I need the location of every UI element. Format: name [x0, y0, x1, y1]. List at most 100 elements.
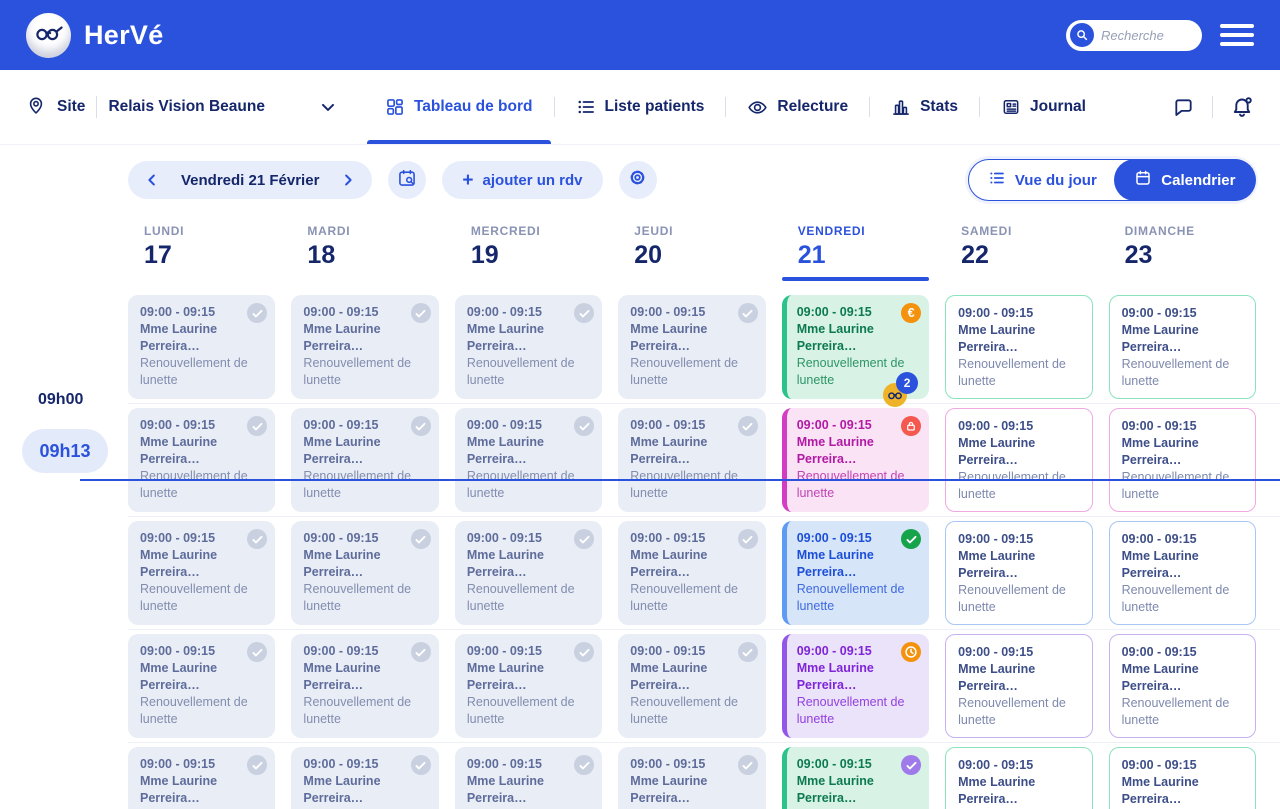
appointment-reason: Renouvellement de lunette	[303, 468, 412, 500]
day-header-dimanche[interactable]: DIMANCHE 23	[1109, 224, 1256, 281]
brand-logo[interactable]	[26, 12, 71, 58]
appointment-patient: Mme Laurine Perreira…	[796, 660, 874, 692]
appointment-time: 09:00 - 09:15	[630, 305, 706, 319]
calendar-search-button[interactable]	[388, 161, 427, 199]
search-input[interactable]	[1101, 27, 1192, 43]
tab-relecture[interactable]: Relecture	[726, 70, 869, 144]
next-day-button[interactable]	[339, 171, 357, 189]
site-selector[interactable]: Site Relais Vision Beaune	[26, 95, 338, 120]
list-view-icon	[988, 169, 1006, 191]
add-appointment-button[interactable]: + ajouter un rdv	[442, 161, 603, 199]
appointment-time: 09:00 - 09:15	[303, 644, 379, 658]
view-calendar-button[interactable]: Calendrier	[1114, 159, 1256, 201]
check-icon	[247, 416, 268, 436]
appointment-patient: Mme Laurine Perreira…	[466, 660, 544, 692]
appointment-patient: Mme Laurine Perreira…	[1121, 548, 1199, 580]
active-day-underline	[781, 277, 930, 281]
grid-rows: 09:00 - 09:15 Mme Laurine Perreira… Renouv…	[0, 291, 1280, 809]
appointment-time: 09:00 - 09:15	[303, 757, 379, 771]
current-date-label[interactable]: Vendredi 21 Février	[181, 171, 320, 189]
hamburger-menu-icon[interactable]	[1220, 24, 1254, 46]
appointment-time: 09:00 - 09:15	[466, 757, 542, 771]
view-day-button[interactable]: Vue du jour	[969, 169, 1116, 191]
day-header-jeudi[interactable]: JEUDI 20	[618, 224, 765, 281]
appointment-time: 09:00 - 09:15	[1121, 419, 1197, 433]
appointment-patient: Mme Laurine Perreira…	[796, 547, 874, 579]
week-day-headers: LUNDI 17 MARDI 18 MERCREDI 19 JEUDI 20 VENDREDI 2…	[128, 224, 1256, 281]
current-time-line	[80, 479, 1280, 481]
tab-patients[interactable]: Liste patients	[555, 70, 726, 144]
lock-icon	[901, 416, 922, 436]
tab-stats[interactable]: Stats	[870, 70, 979, 144]
settings-button[interactable]	[618, 161, 657, 199]
day-header-lundi[interactable]: LUNDI 17	[128, 224, 275, 281]
appointment-patient: Mme Laurine Perreira…	[796, 773, 874, 805]
appointment-patient: Mme Laurine Perreira…	[140, 547, 218, 579]
check-icon	[574, 303, 595, 323]
appointment-time: 09:00 - 09:15	[958, 532, 1034, 546]
bell-icon[interactable]	[1230, 95, 1254, 119]
appointment-patient: Mme Laurine Perreira…	[630, 660, 708, 692]
tab-dashboard[interactable]: Tableau de bord	[364, 70, 554, 144]
check-icon	[247, 529, 268, 549]
appointment-reason: Renouvellement de lunette	[797, 807, 917, 809]
tab-journal[interactable]: Journal	[980, 70, 1107, 144]
appointment-patient: Mme Laurine Perreira…	[303, 773, 381, 805]
divider	[553, 97, 555, 117]
chat-icon[interactable]	[1172, 96, 1195, 119]
day-header-mercredi[interactable]: MERCREDI 19	[455, 224, 602, 281]
prev-day-button[interactable]	[143, 171, 161, 189]
current-time-pill[interactable]: 09h13	[22, 429, 108, 473]
appointment-time: 09:00 - 09:15	[796, 305, 872, 319]
day-header-vendredi[interactable]: VENDREDI 21	[781, 224, 930, 281]
appointment-patient: Mme Laurine Perreira…	[958, 661, 1036, 693]
chevron-down-icon[interactable]	[318, 97, 338, 117]
search-box[interactable]	[1066, 19, 1202, 51]
appointment-time: 09:00 - 09:15	[630, 644, 706, 658]
view-calendar-label: Calendrier	[1161, 171, 1236, 189]
day-header-mardi[interactable]: MARDI 18	[291, 224, 438, 281]
appointment-reason: Renouvellement de lunette	[630, 807, 753, 809]
tab-label: Relecture	[777, 98, 849, 115]
appointment-time: 09:00 - 09:15	[1121, 532, 1197, 546]
day-number: 18	[307, 241, 336, 269]
day-header-samedi[interactable]: SAMEDI 22	[945, 224, 1092, 281]
check-icon	[574, 529, 595, 549]
appointment-patient: Mme Laurine Perreira…	[140, 660, 218, 692]
